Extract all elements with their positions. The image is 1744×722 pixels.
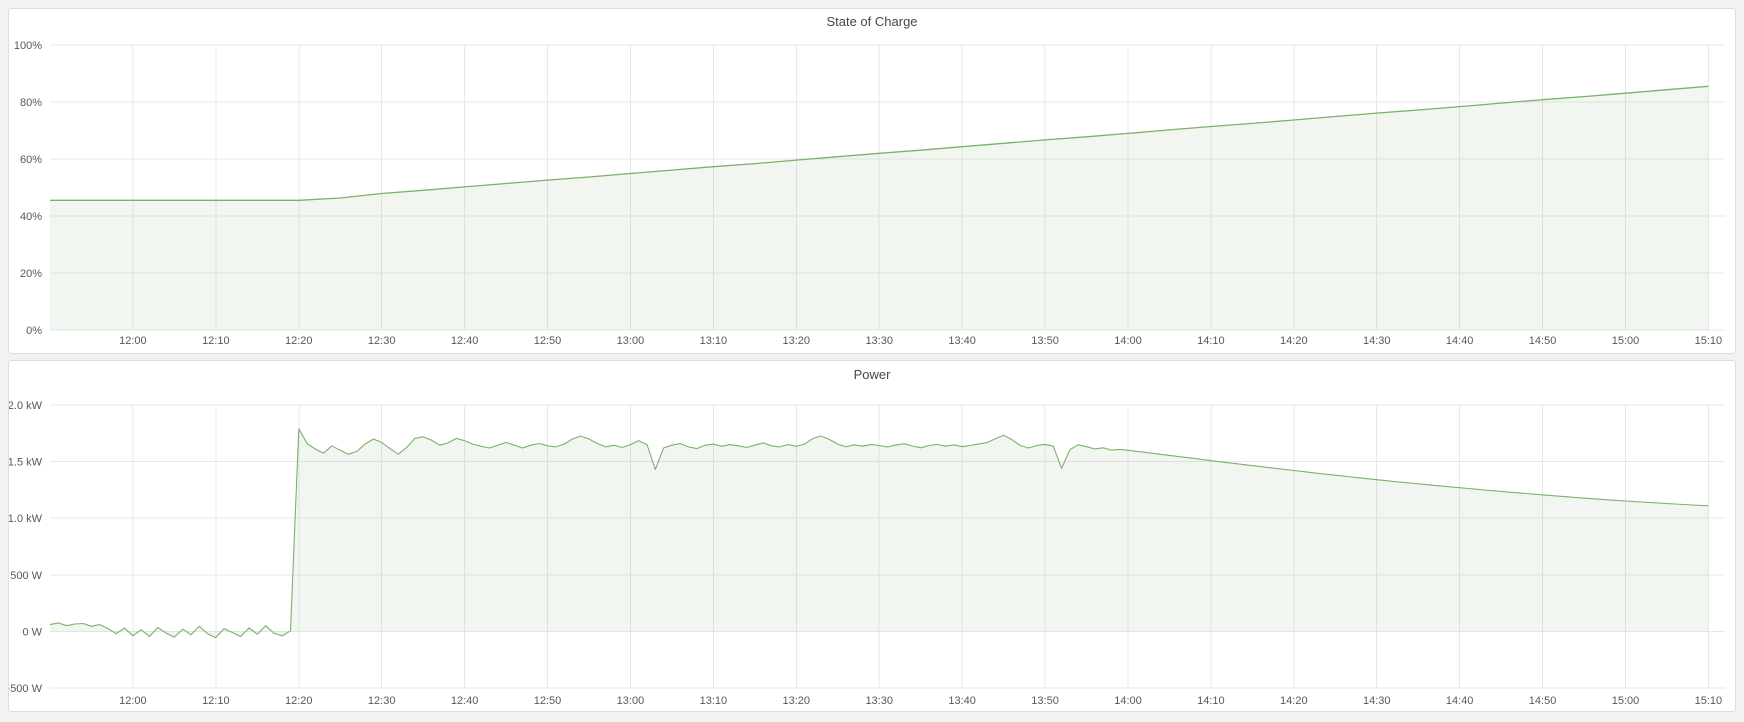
- y-tick-label: 2.0 kW: [9, 400, 43, 412]
- x-tick-label: 12:50: [534, 335, 562, 347]
- x-tick-label: 13:20: [783, 695, 811, 707]
- panel-title[interactable]: Power: [853, 367, 891, 382]
- state-of-charge-chart[interactable]: 0% 20% 40% 60% 80% 100% 12:00 12:10 12:20 12:30 12…: [9, 33, 1735, 352]
- x-tick-label: 13:50: [1031, 695, 1059, 707]
- state-of-charge-panel: State of Charge 0% 20% 40% 60% 80% 100% 12:00 1…: [8, 8, 1736, 354]
- y-tick-label: 0%: [26, 325, 42, 337]
- power-panel: Power -500 W 0 W 500 W 1.0 kW 1.5 kW 2.0 kW 12…: [8, 360, 1736, 712]
- series-area: [50, 86, 1709, 330]
- y-tick-label: 60%: [20, 154, 42, 166]
- y-tick-label: 20%: [20, 268, 42, 280]
- x-tick-label: 14:50: [1529, 695, 1557, 707]
- y-tick-label: 100%: [14, 40, 42, 52]
- x-tick-label: 13:40: [948, 695, 976, 707]
- y-tick-label: 40%: [20, 211, 42, 223]
- x-tick-label: 15:10: [1695, 695, 1723, 707]
- x-tick-label: 14:20: [1280, 335, 1308, 347]
- x-tick-label: 14:50: [1529, 335, 1557, 347]
- x-tick-label: 12:10: [202, 695, 230, 707]
- x-tick-label: 15:10: [1695, 335, 1723, 347]
- x-tick-label: 12:00: [119, 335, 147, 347]
- x-tick-label: 13:00: [617, 695, 645, 707]
- panel-title[interactable]: State of Charge: [826, 14, 918, 29]
- x-tick-label: 13:30: [865, 335, 893, 347]
- x-tick-label: 13:10: [700, 335, 728, 347]
- x-tick-label: 13:00: [617, 335, 645, 347]
- x-tick-label: 14:30: [1363, 695, 1391, 707]
- x-tick-label: 12:40: [451, 695, 479, 707]
- x-tick-label: 13:40: [948, 335, 976, 347]
- y-tick-label: 80%: [20, 97, 42, 109]
- x-tick-label: 13:50: [1031, 335, 1059, 347]
- series-line: [49, 428, 1709, 639]
- x-tick-label: 14:30: [1363, 335, 1391, 347]
- x-tick-label: 12:40: [451, 335, 479, 347]
- axis-tick-labels: -500 W 0 W 500 W 1.0 kW 1.5 kW 2.0 kW 12:00 12:…: [9, 400, 1722, 707]
- x-tick-label: 12:50: [534, 695, 562, 707]
- x-tick-label: 12:20: [285, 335, 313, 347]
- x-tick-label: 13:20: [783, 335, 811, 347]
- series-line: [50, 85, 1709, 201]
- x-tick-label: 15:00: [1612, 335, 1640, 347]
- x-tick-label: 14:40: [1446, 695, 1474, 707]
- x-tick-label: 14:10: [1197, 695, 1225, 707]
- x-tick-label: 12:30: [368, 335, 396, 347]
- power-chart[interactable]: -500 W 0 W 500 W 1.0 kW 1.5 kW 2.0 kW 12:00 12:…: [9, 386, 1735, 712]
- x-tick-label: 14:40: [1446, 335, 1474, 347]
- x-tick-label: 13:30: [865, 695, 893, 707]
- axis-tick-labels: 0% 20% 40% 60% 80% 100% 12:00 12:10 12:20 12:30 12…: [14, 40, 1722, 347]
- x-tick-label: 14:00: [1114, 335, 1142, 347]
- y-tick-label: 1.5 kW: [9, 457, 43, 469]
- x-tick-label: 13:10: [700, 695, 728, 707]
- y-tick-label: -500 W: [9, 683, 43, 695]
- y-tick-label: 0 W: [22, 626, 42, 638]
- series-area: [50, 428, 1709, 638]
- y-tick-label: 500 W: [10, 570, 42, 582]
- x-tick-label: 12:10: [202, 335, 230, 347]
- grid-lines: [50, 404, 1725, 689]
- x-tick-label: 15:00: [1612, 695, 1640, 707]
- x-tick-label: 12:00: [119, 695, 147, 707]
- y-tick-label: 1.0 kW: [9, 513, 43, 525]
- x-tick-label: 14:00: [1114, 695, 1142, 707]
- x-tick-label: 12:30: [368, 695, 396, 707]
- x-tick-label: 14:20: [1280, 695, 1308, 707]
- x-tick-label: 12:20: [285, 695, 313, 707]
- x-tick-label: 14:10: [1197, 335, 1225, 347]
- grid-lines: [50, 44, 1725, 331]
